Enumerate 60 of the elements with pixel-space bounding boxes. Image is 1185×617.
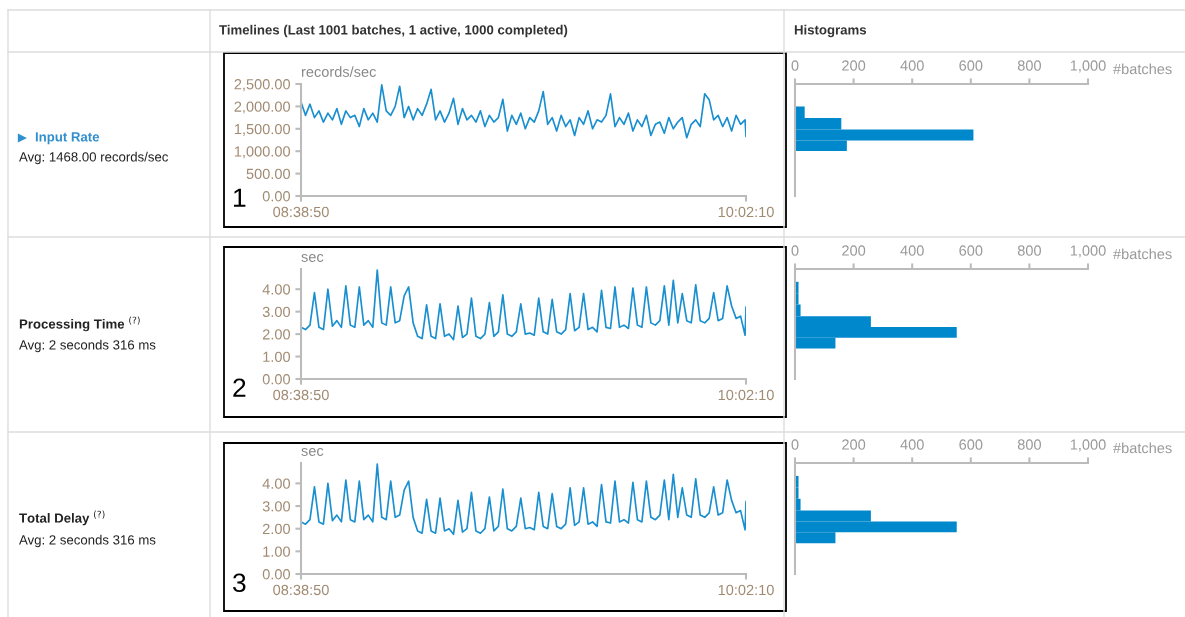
- y-tick-label: 500.00: [246, 168, 291, 180]
- line-series: [301, 463, 746, 536]
- y-tick-label: 3.00: [262, 306, 291, 318]
- x-tick-label: 200: [842, 60, 866, 71]
- x-tick-label: 10:02:10: [718, 389, 774, 401]
- y-axis-title: records/sec: [301, 66, 376, 77]
- y-tick-label: 4.00: [262, 478, 291, 489]
- x-tick-label: 600: [959, 245, 983, 256]
- x-tick-label: 600: [959, 60, 983, 71]
- x-tick-label: 800: [1017, 439, 1041, 450]
- chart-title: Histograms: [794, 24, 867, 38]
- text: 3: [233, 573, 246, 593]
- x-tick-label: 08:38:50: [273, 584, 329, 596]
- x-tick-label: 0: [791, 439, 799, 450]
- y-axis-title: sec: [301, 447, 324, 456]
- x-axis-title: #batches: [1113, 442, 1172, 454]
- y-tick-label: 1,000.00: [234, 146, 291, 159]
- x-tick-label: 1,000: [1070, 439, 1106, 452]
- x-tick-label: 200: [842, 245, 866, 256]
- text: Input Rate: [35, 132, 100, 145]
- x-tick-label: 600: [959, 439, 983, 450]
- y-tick-label: 4.00: [262, 284, 291, 295]
- x-tick-label: 08:38:50: [273, 206, 329, 218]
- line-series: [301, 84, 746, 139]
- x-tick-label: 10:02:10: [718, 206, 774, 218]
- y-axis-title: sec: [301, 253, 324, 262]
- y-tick-label: 3.00: [262, 501, 291, 512]
- x-tick-label: 1,000: [1070, 60, 1106, 73]
- y-tick-label: 2,000.00: [234, 101, 291, 114]
- x-axis-title: #batches: [1113, 63, 1172, 75]
- x-tick-label: 08:38:50: [273, 389, 329, 401]
- text: Processing Time $^{(?)}$: [19, 316, 140, 332]
- x-tick-label: 0: [791, 245, 799, 256]
- y-tick-label: 0.00: [262, 569, 291, 580]
- y-tick-label: 2,500.00: [234, 79, 291, 92]
- text: 2: [233, 378, 246, 397]
- x-tick-label: 400: [900, 439, 924, 450]
- x-tick-label: 1,000: [1070, 245, 1106, 258]
- y-tick-label: 2.00: [262, 523, 291, 535]
- y-tick-label: 2.00: [262, 329, 291, 340]
- y-tick-label: 1.00: [263, 546, 291, 557]
- x-tick-label: 200: [842, 439, 866, 450]
- text: 1: [234, 188, 246, 207]
- x-tick-label: 800: [1017, 245, 1041, 256]
- y-tick-label: 1,500.00: [234, 123, 291, 136]
- text: Avg: 2 seconds 316 ms: [19, 534, 156, 548]
- text: Avg: 2 seconds 316 ms: [19, 339, 156, 353]
- text: Total Delay $^{(?)}$: [19, 510, 105, 526]
- x-tick-label: 10:02:10: [718, 584, 774, 596]
- y-tick-label: 0.00: [262, 191, 291, 202]
- chart-title: Timelines (Last 1001 batches, 1 active, 1000 completed): [219, 24, 568, 38]
- line-series: [301, 269, 746, 341]
- y-tick-label: 1.00: [263, 351, 291, 362]
- x-tick-label: 0: [791, 60, 799, 71]
- text: Avg: 1468.00 records/sec: [19, 151, 169, 165]
- x-axis-title: #batches: [1113, 248, 1172, 260]
- x-tick-label: 400: [900, 60, 924, 71]
- y-tick-label: 0.00: [262, 374, 291, 385]
- x-tick-label: 800: [1017, 60, 1041, 71]
- x-tick-label: 400: [900, 245, 924, 256]
